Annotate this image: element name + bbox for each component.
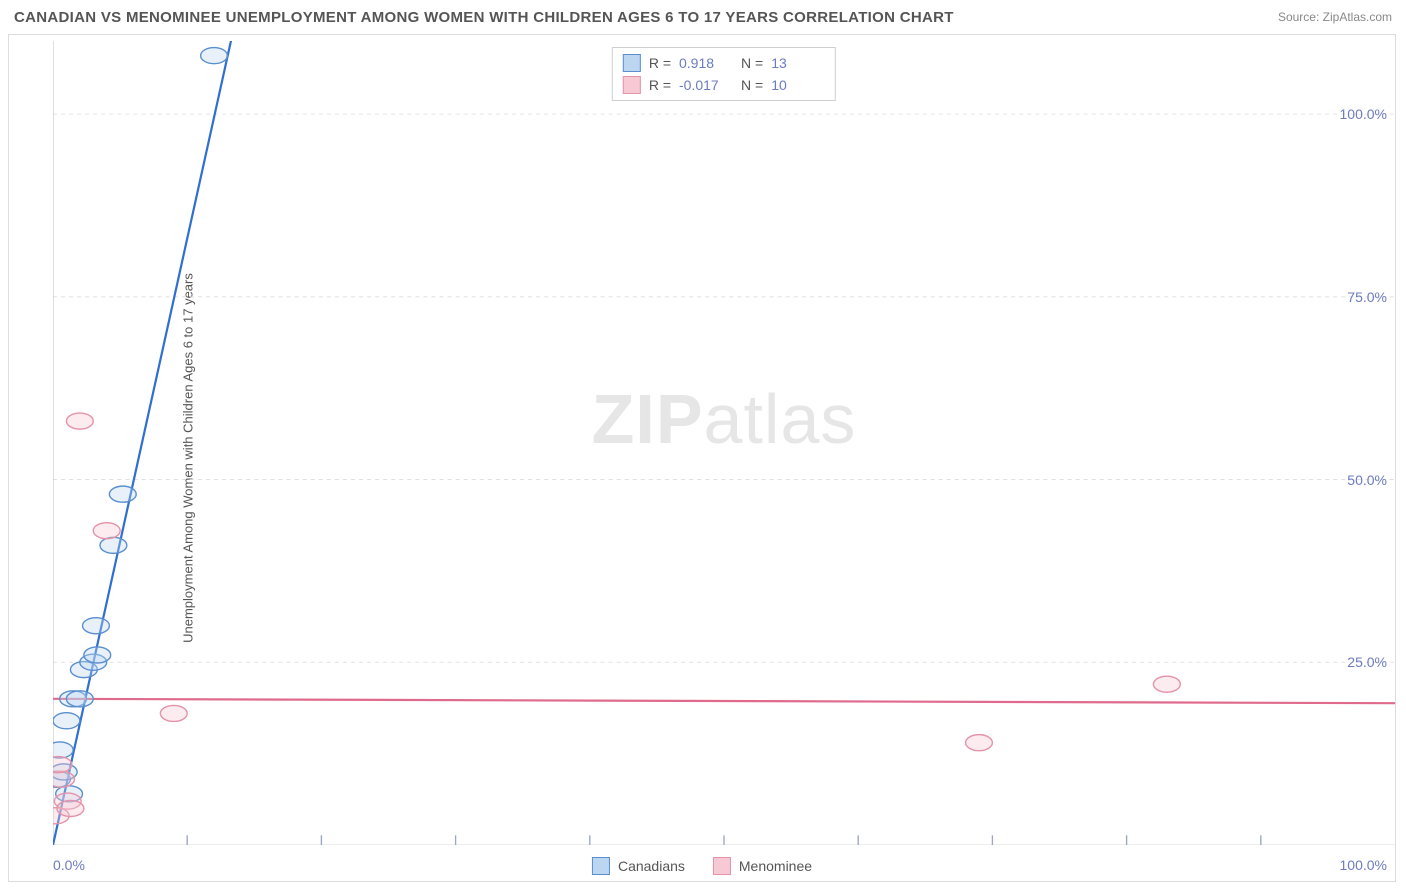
header: CANADIAN VS MENOMINEE UNEMPLOYMENT AMONG… (0, 0, 1406, 34)
legend-n-label: N = (741, 74, 763, 96)
legend-n-value: 13 (771, 52, 825, 74)
series-legend-label: Canadians (618, 858, 685, 874)
legend-r-value: 0.918 (679, 52, 733, 74)
x-axis-max-label: 100.0% (1340, 857, 1387, 873)
legend-n-label: N = (741, 52, 763, 74)
y-tick-label: 25.0% (1347, 654, 1387, 670)
series-legend: Canadians Menominee (592, 857, 812, 875)
legend-swatch (592, 857, 610, 875)
legend-swatch (623, 76, 641, 94)
legend-r-value: -0.017 (679, 74, 733, 96)
chart-svg (53, 41, 1395, 845)
y-tick-label: 50.0% (1347, 472, 1387, 488)
page-title: CANADIAN VS MENOMINEE UNEMPLOYMENT AMONG… (14, 9, 954, 26)
legend-r-label: R = (649, 74, 671, 96)
series-legend-label: Menominee (739, 858, 812, 874)
x-axis-min-label: 0.0% (53, 857, 85, 873)
legend-swatch (623, 54, 641, 72)
series-legend-item: Canadians (592, 857, 685, 875)
y-tick-label: 75.0% (1347, 289, 1387, 305)
chart-frame: Unemployment Among Women with Children A… (8, 34, 1396, 882)
source-attribution: Source: ZipAtlas.com (1278, 10, 1392, 24)
legend-row: R = -0.017 N = 10 (623, 74, 825, 96)
y-tick-label: 100.0% (1340, 106, 1387, 122)
legend-r-label: R = (649, 52, 671, 74)
legend-row: R = 0.918 N = 13 (623, 52, 825, 74)
plot-area: ZIPatlas 25.0%50.0%75.0%100.0% 0.0% 100.… (53, 41, 1395, 845)
series-legend-item: Menominee (713, 857, 812, 875)
legend-swatch (713, 857, 731, 875)
correlation-legend: R = 0.918 N = 13 R = -0.017 N = 10 (612, 47, 836, 101)
legend-n-value: 10 (771, 74, 825, 96)
